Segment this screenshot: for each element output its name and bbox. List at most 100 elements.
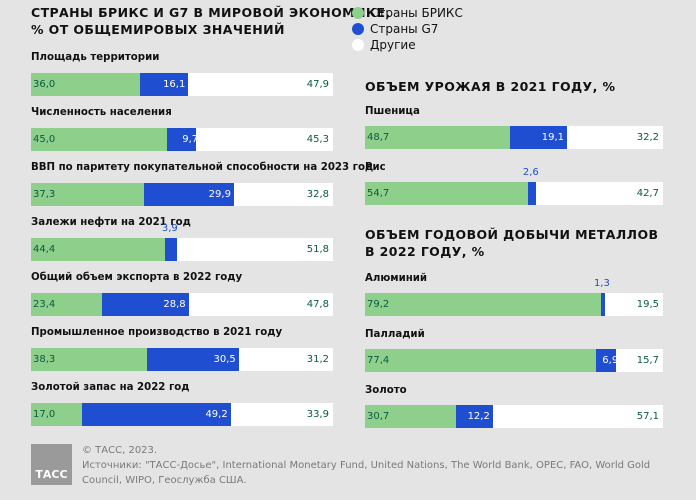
bar-segment-other: 47,9 <box>188 73 333 96</box>
data-label: 6,9 <box>602 355 619 366</box>
legend-swatch-g7 <box>352 23 364 35</box>
data-label: 9,7 <box>182 134 199 145</box>
bar-segment-brics: 54,7 <box>365 182 528 205</box>
data-label: 32,2 <box>636 132 659 143</box>
category-label: Пшеница <box>365 106 420 117</box>
chart-title-main: СТРАНЫ БРИКС И G7 В МИРОВОЙ ЭКОНОМИКЕ, %… <box>31 4 391 38</box>
category-label: Рис <box>365 162 386 173</box>
data-label: 48,7 <box>367 132 390 143</box>
data-label: 30,5 <box>213 354 236 365</box>
data-label: 17,0 <box>33 409 56 420</box>
chart-title-metals: ОБЪЕМ ГОДОВОЙ ДОБЫЧИ МЕТАЛЛОВ В 2022 ГОД… <box>365 226 658 260</box>
bar-segment-brics: 77,4 <box>365 349 596 372</box>
title-line: ОБЪЕМ ГОДОВОЙ ДОБЫЧИ МЕТАЛЛОВ <box>365 227 659 242</box>
data-label: 36,0 <box>33 79 56 90</box>
title-line: В 2022 ГОДУ, % <box>365 244 485 259</box>
category-label: Залежи нефти на 2021 год <box>31 217 191 228</box>
stacked-bar: 37,3 29,9 32,8 <box>31 183 333 206</box>
bar-segment-g7: 12,2 <box>456 405 493 428</box>
data-label: 31,2 <box>306 354 329 365</box>
bar-segment-g7: 6,9 <box>595 349 619 372</box>
category-label: ВВП по паритету покупательной способност… <box>31 162 374 173</box>
title-line: % ОТ ОБЩЕМИРОВЫХ ЗНАЧЕНИЙ <box>31 22 285 37</box>
legend-item-other: Другие <box>352 38 416 52</box>
data-label: 1,3 <box>593 278 610 289</box>
legend-label: Страны G7 <box>370 22 439 36</box>
category-label: Численность населения <box>31 107 172 118</box>
bar-segment-brics: 23,4 <box>31 293 102 316</box>
bar-segment-other: 33,9 <box>230 403 333 426</box>
bar-segment-brics: 79,2 <box>365 293 602 316</box>
bar-segment-other: 32,2 <box>567 126 663 149</box>
stacked-bar: 44,4 51,8 <box>31 238 333 261</box>
stacked-bar: 38,3 30,5 31,2 <box>31 348 333 371</box>
bar-segment-brics: 38,3 <box>31 348 147 371</box>
data-label: 29,9 <box>208 189 231 200</box>
sources-text: Источники: "ТАСС-Досье", International M… <box>82 460 651 471</box>
data-label: 45,3 <box>306 134 329 145</box>
legend-swatch-brics <box>352 7 364 19</box>
category-label: Золото <box>365 385 407 396</box>
category-label: Алюминий <box>365 273 428 284</box>
bar-segment-brics: 17,0 <box>31 403 83 426</box>
bar-segment-brics: 48,7 <box>365 126 511 149</box>
bar-segment-brics: 44,4 <box>31 238 165 261</box>
bar-segment-brics: 45,0 <box>31 128 167 151</box>
bar-segment-other: 31,2 <box>238 348 333 371</box>
bar-segment-other: 15,7 <box>616 349 663 372</box>
bar-segment-other: 32,8 <box>233 183 333 206</box>
stacked-bar: 17,0 49,2 33,9 <box>31 403 333 426</box>
bar-segment-brics: 30,7 <box>365 405 457 428</box>
legend: Страны БРИКС Страны G7 Другие <box>352 6 552 56</box>
data-label: 79,2 <box>367 299 390 310</box>
bar-segment-brics: 36,0 <box>31 73 140 96</box>
stacked-bar-chart-economy: Площадь территории 36,0 16,1 47,9 Численност… <box>31 52 374 426</box>
data-label: 28,8 <box>163 299 186 310</box>
legend-item-g7: Страны G7 <box>352 22 438 36</box>
bar-segment-other: 19,5 <box>604 293 663 316</box>
bar-segment-brics: 37,3 <box>31 183 144 206</box>
stacked-bar: 30,7 12,2 57,1 <box>365 405 663 428</box>
data-label: 3,9 <box>161 223 178 234</box>
data-label: 15,7 <box>636 355 659 366</box>
bar-segment-g7: 28,8 <box>101 293 189 316</box>
stacked-bar: 36,0 16,1 47,9 <box>31 73 333 96</box>
bar-segment-g7: 30,5 <box>146 348 239 371</box>
category-label: Золотой запас на 2022 год <box>31 382 190 393</box>
data-label: 77,4 <box>367 355 390 366</box>
data-label: 42,7 <box>636 188 659 199</box>
bar-segment-other: 42,7 <box>535 182 663 205</box>
stacked-bar: 54,7 42,7 <box>365 182 663 205</box>
bar-segment-other: 47,8 <box>188 293 333 316</box>
data-label: 30,7 <box>367 411 390 422</box>
bar-segment-g7 <box>164 238 177 261</box>
data-label: 47,8 <box>306 299 329 310</box>
data-label: 57,1 <box>636 411 659 422</box>
data-label: 32,8 <box>306 189 329 200</box>
category-label: Палладий <box>365 329 425 340</box>
legend-label: Другие <box>370 38 416 52</box>
data-label: 19,5 <box>636 299 659 310</box>
sources-text: Council, WIPO, Геослужба США. <box>82 475 247 486</box>
title-line: СТРАНЫ БРИКС И G7 В МИРОВОЙ ЭКОНОМИКЕ, <box>31 5 391 20</box>
data-label: 49,2 <box>205 409 228 420</box>
legend-label: Страны БРИКС <box>370 6 463 20</box>
data-label: 23,4 <box>33 299 56 310</box>
bar-segment-g7: 49,2 <box>82 403 231 426</box>
stacked-bar-chart-harvest: Пшеница 48,7 19,1 32,2 Рис 2,6 54,7 42,7 <box>365 106 663 205</box>
stacked-bar: 77,4 6,9 15,7 <box>365 349 663 372</box>
stacked-bar: 79,2 19,5 <box>365 293 663 316</box>
bar-segment-g7: 16,1 <box>139 73 189 96</box>
bar-segment-g7: 19,1 <box>510 126 568 149</box>
category-label: Общий объем экспорта в 2022 году <box>31 272 243 283</box>
legend-swatch-other <box>352 39 364 51</box>
data-label: 44,4 <box>33 244 56 255</box>
data-label: 45,0 <box>33 134 56 145</box>
bar-segment-other: 57,1 <box>492 405 663 428</box>
data-label: 19,1 <box>541 132 565 143</box>
data-label: 2,6 <box>522 167 539 178</box>
tass-logo: ТАСС <box>31 444 72 485</box>
bar-segment-g7: 9,7 <box>166 128 199 151</box>
bar-segment-g7: 29,9 <box>143 183 234 206</box>
data-label: 12,2 <box>467 411 490 422</box>
